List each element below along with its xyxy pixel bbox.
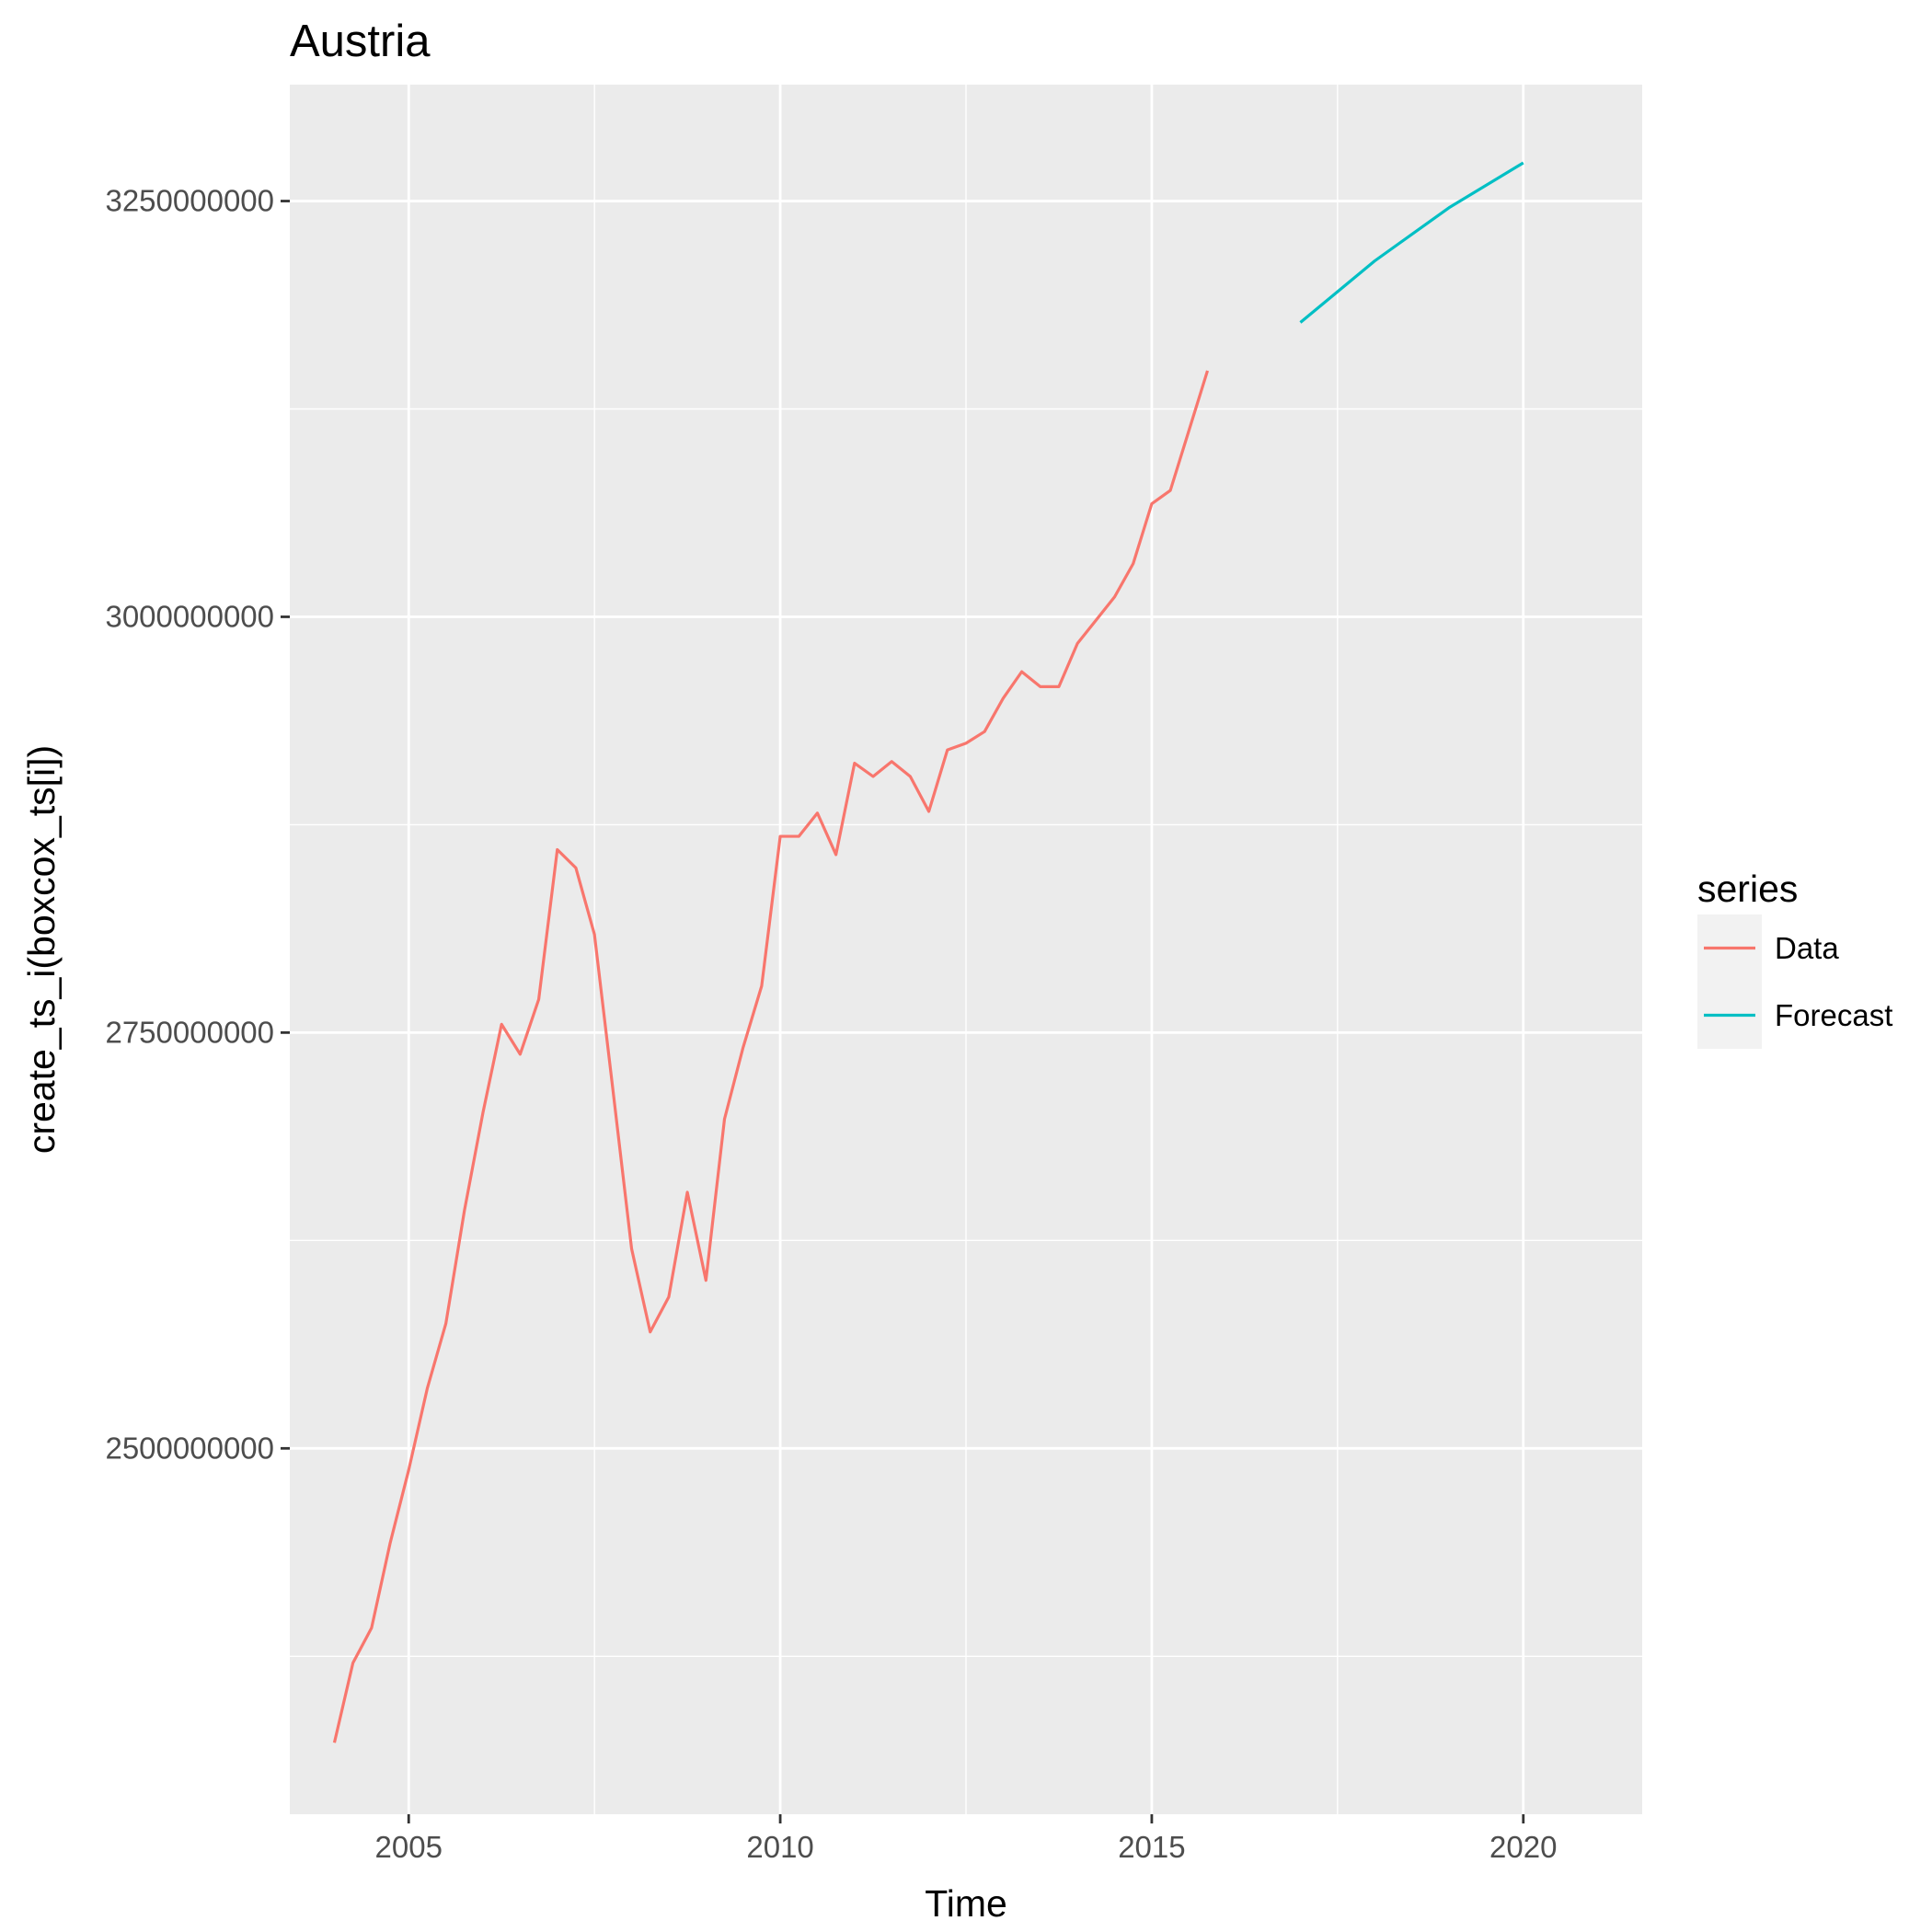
legend-items: Data Forecast [1697,914,1892,1049]
legend: series Data Forecast [1697,868,1892,1049]
legend-title: series [1697,868,1798,910]
legend-label: Data [1775,931,1839,965]
y-tick-label: 3000000000 [105,599,274,633]
x-tick-label: 2005 [375,1830,443,1864]
y-axis-title: create_ts_i(boxcox_ts[i]) [20,745,63,1154]
x-tick-label: 2010 [746,1830,813,1864]
major-grid [290,85,1642,1814]
minor-grid [290,85,1642,1814]
legend-item-data: Data [1697,914,1839,982]
y-tick-label: 2750000000 [105,1015,274,1049]
y-axis: 2500000000 2750000000 3000000000 3250000000 [105,184,290,1465]
chart-title: Austria [290,17,431,66]
x-tick-label: 2020 [1489,1830,1557,1864]
series-line-data [332,370,1210,1743]
legend-item-forecast: Forecast [1697,982,1892,1049]
x-axis: 2005 2010 2015 2020 [375,1814,1557,1864]
y-tick-label: 3250000000 [105,184,274,218]
series-lines [332,161,1524,1743]
y-tick-label: 2500000000 [105,1431,274,1465]
x-tick-label: 2015 [1118,1830,1185,1864]
x-axis-title: Time [925,1882,1007,1925]
legend-label: Forecast [1775,998,1892,1032]
series-line-forecast [1299,161,1524,324]
